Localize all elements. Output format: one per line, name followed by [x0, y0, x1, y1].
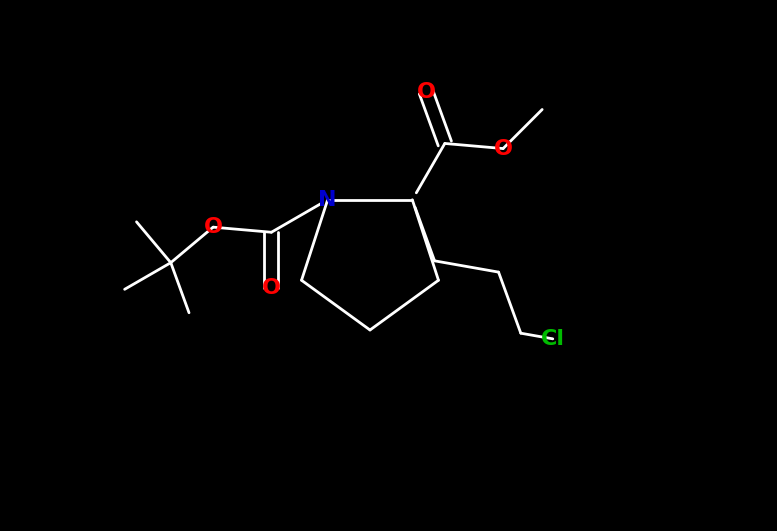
Text: O: O — [493, 139, 513, 159]
Text: O: O — [204, 217, 222, 237]
Text: O: O — [416, 82, 435, 101]
Text: O: O — [262, 278, 281, 297]
Text: Cl: Cl — [541, 329, 565, 349]
Text: N: N — [319, 190, 337, 210]
